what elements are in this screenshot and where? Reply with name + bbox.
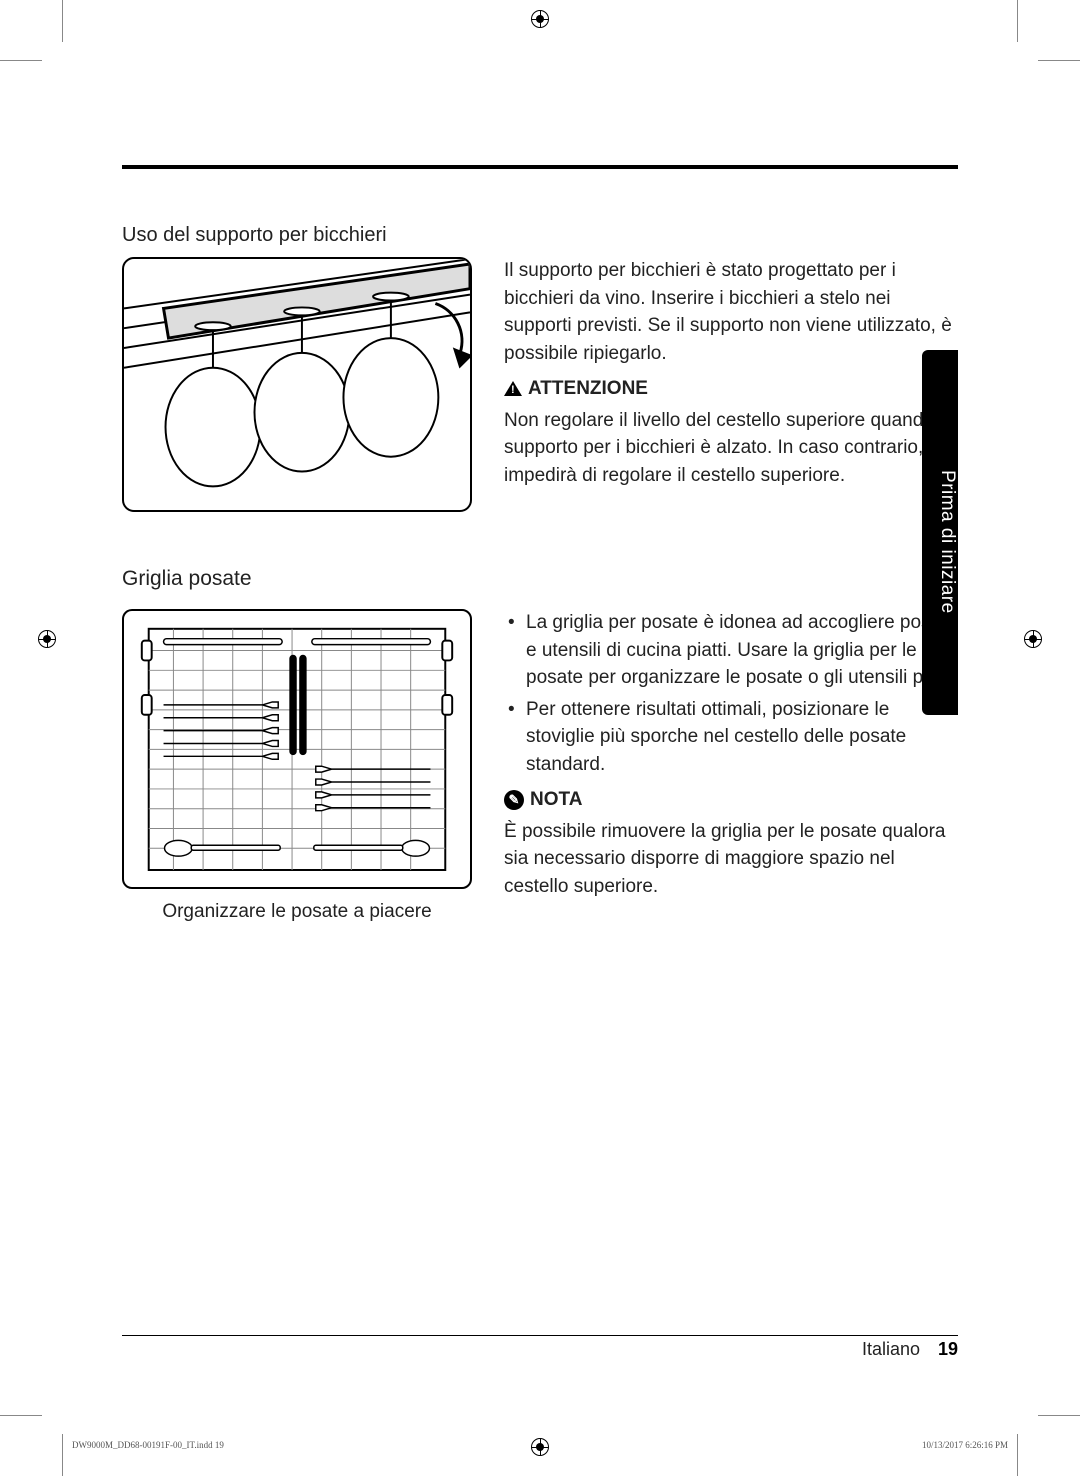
section1-illustration-col — [122, 257, 472, 512]
warning-icon — [504, 381, 522, 396]
page-language: Italiano — [862, 1339, 920, 1360]
footer-file-ref: DW9000M_DD68-00191F-00_IT.indd 19 — [72, 1440, 224, 1450]
registration-mark-left — [38, 630, 56, 648]
section2-caption: Organizzare le posate a piacere — [122, 901, 472, 923]
section1-paragraph: Il supporto per bicchieri è stato proget… — [504, 257, 958, 367]
cutlery-rack-svg — [124, 611, 470, 888]
attention-label: ATTENZIONE — [528, 375, 648, 403]
section1-heading: Uso del supporto per bicchieri — [122, 224, 958, 247]
note-text: È possibile rimuovere la griglia per le … — [504, 818, 958, 901]
cutlery-rack-illustration — [122, 609, 472, 889]
section-tab: Prima di iniziare — [922, 350, 958, 715]
crop-mark — [0, 1415, 42, 1416]
note-label: NOTA — [530, 786, 582, 814]
crop-mark — [62, 1434, 63, 1476]
top-rule — [122, 165, 958, 169]
section1-text-col: Il supporto per bicchieri è stato proget… — [504, 257, 958, 512]
section2-bullet-list: La griglia per posate è idonea ad accogl… — [504, 609, 958, 778]
list-item: La griglia per posate è idonea ad accogl… — [504, 609, 958, 692]
section2-illustration-col: Organizzare le posate a piacere — [122, 609, 472, 923]
attention-callout-title: ATTENZIONE — [504, 375, 958, 403]
section2-columns: Organizzare le posate a piacere La grigl… — [122, 609, 958, 923]
registration-mark-top — [531, 10, 549, 28]
registration-mark-bottom — [531, 1438, 549, 1456]
attention-text: Non regolare il livello del cestello sup… — [504, 407, 958, 490]
crop-mark — [0, 60, 42, 61]
crop-mark — [1038, 1415, 1080, 1416]
crop-mark — [1017, 0, 1018, 42]
section2-text-col: La griglia per posate è idonea ad accogl… — [504, 609, 958, 923]
crop-mark — [62, 0, 63, 42]
bottom-rule — [122, 1335, 958, 1336]
footer-timestamp: 10/13/2017 6:26:16 PM — [922, 1440, 1008, 1450]
note-icon: ✎ — [504, 790, 524, 810]
glass-holder-illustration — [122, 257, 472, 512]
crop-mark — [1038, 60, 1080, 61]
glass-holder-svg — [124, 259, 470, 511]
note-callout-title: ✎ NOTA — [504, 786, 958, 814]
crop-mark — [1017, 1434, 1018, 1476]
section1-columns: Il supporto per bicchieri è stato proget… — [122, 257, 958, 512]
page-number: 19 — [938, 1339, 958, 1360]
page-content: Uso del supporto per bicchieri — [62, 60, 1018, 1416]
section2-heading: Griglia posate — [122, 567, 958, 591]
list-item: Per ottenere risultati ottimali, posizio… — [504, 696, 958, 779]
registration-mark-right — [1024, 630, 1042, 648]
